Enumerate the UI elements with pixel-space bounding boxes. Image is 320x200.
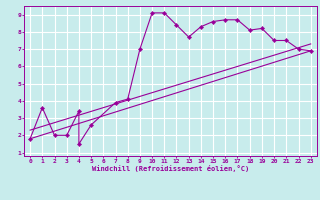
X-axis label: Windchill (Refroidissement éolien,°C): Windchill (Refroidissement éolien,°C) [92,165,249,172]
